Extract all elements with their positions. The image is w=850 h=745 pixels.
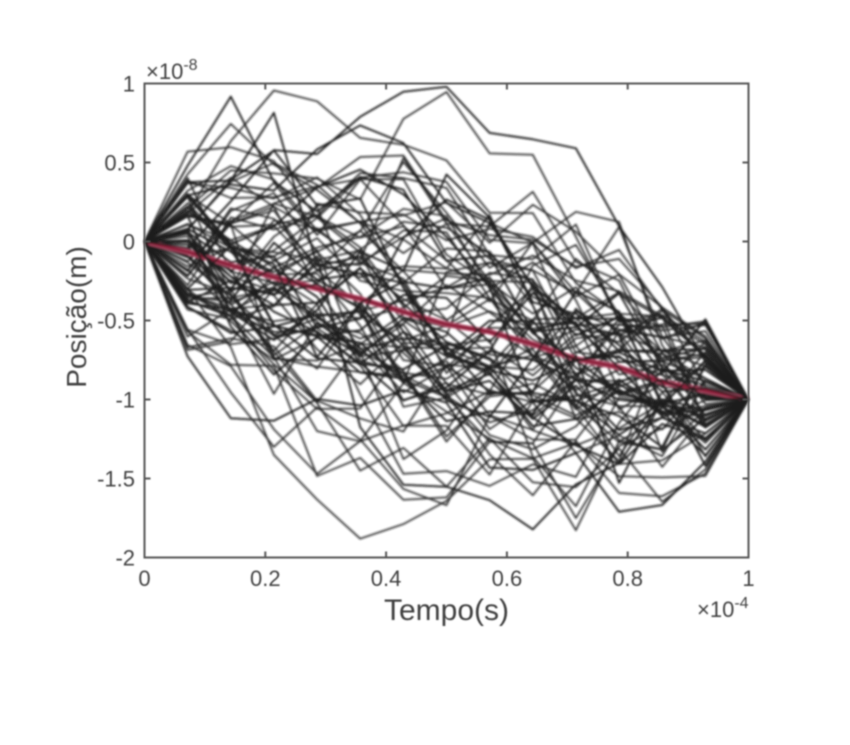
svg-text:0: 0 [123, 230, 135, 255]
svg-text:0.4: 0.4 [371, 566, 402, 591]
svg-text:-0.5: -0.5 [97, 309, 135, 334]
svg-text:0: 0 [138, 566, 150, 591]
svg-text:Posição(m): Posição(m) [61, 246, 92, 388]
svg-text:×10-8: ×10-8 [146, 57, 198, 84]
svg-text:0.8: 0.8 [612, 566, 643, 591]
svg-text:0.6: 0.6 [492, 566, 523, 591]
svg-text:Tempo(s): Tempo(s) [384, 594, 509, 627]
svg-text:×10-4: ×10-4 [697, 595, 749, 622]
svg-text:1: 1 [123, 72, 135, 97]
svg-text:-1: -1 [115, 388, 135, 413]
svg-text:0.5: 0.5 [104, 151, 135, 176]
svg-text:-2: -2 [115, 546, 135, 571]
svg-text:1: 1 [742, 566, 754, 591]
svg-text:-1.5: -1.5 [97, 467, 135, 492]
svg-text:0.2: 0.2 [250, 566, 281, 591]
